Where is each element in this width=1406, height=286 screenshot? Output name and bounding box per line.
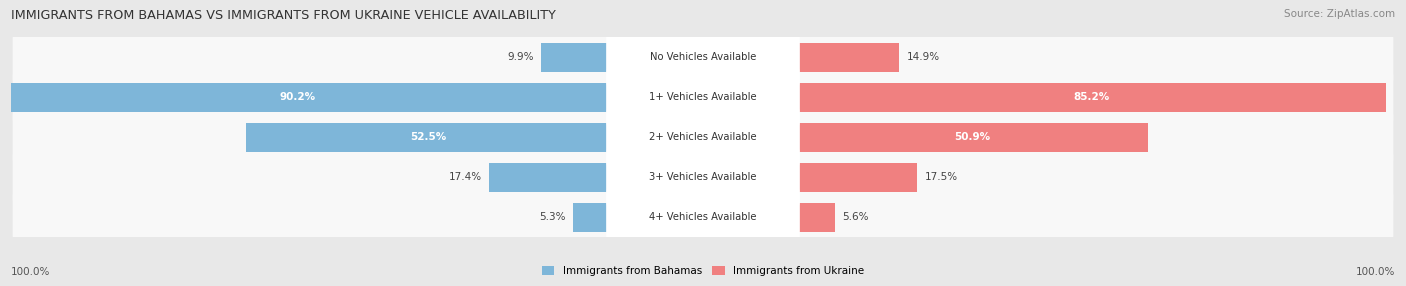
Text: 52.5%: 52.5% (411, 132, 446, 142)
Text: 50.9%: 50.9% (955, 132, 990, 142)
Text: 17.5%: 17.5% (924, 172, 957, 182)
FancyBboxPatch shape (606, 23, 800, 92)
Bar (796, 43, 900, 72)
Bar (574, 203, 610, 232)
Text: 1+ Vehicles Available: 1+ Vehicles Available (650, 92, 756, 102)
Text: 3+ Vehicles Available: 3+ Vehicles Available (650, 172, 756, 182)
Bar (796, 163, 918, 192)
Bar (489, 163, 610, 192)
Text: 4+ Vehicles Available: 4+ Vehicles Available (650, 212, 756, 222)
Bar (541, 43, 610, 72)
FancyBboxPatch shape (13, 68, 1393, 126)
Text: 17.4%: 17.4% (449, 172, 482, 182)
Text: 14.9%: 14.9% (907, 52, 939, 62)
Text: 100.0%: 100.0% (1355, 267, 1395, 277)
FancyBboxPatch shape (606, 143, 800, 212)
Text: 2+ Vehicles Available: 2+ Vehicles Available (650, 132, 756, 142)
FancyBboxPatch shape (13, 108, 1393, 166)
Text: 9.9%: 9.9% (508, 52, 534, 62)
FancyBboxPatch shape (13, 188, 1393, 246)
Text: 100.0%: 100.0% (11, 267, 51, 277)
FancyBboxPatch shape (13, 148, 1393, 206)
Text: 85.2%: 85.2% (1073, 92, 1109, 102)
Text: Source: ZipAtlas.com: Source: ZipAtlas.com (1284, 9, 1395, 19)
Text: 5.6%: 5.6% (842, 212, 869, 222)
Bar (246, 123, 610, 152)
FancyBboxPatch shape (606, 103, 800, 172)
Bar (796, 123, 1149, 152)
FancyBboxPatch shape (13, 28, 1393, 86)
Bar (796, 83, 1386, 112)
Text: No Vehicles Available: No Vehicles Available (650, 52, 756, 62)
Text: 90.2%: 90.2% (280, 92, 316, 102)
FancyBboxPatch shape (606, 63, 800, 132)
Bar (0, 83, 610, 112)
Text: IMMIGRANTS FROM BAHAMAS VS IMMIGRANTS FROM UKRAINE VEHICLE AVAILABILITY: IMMIGRANTS FROM BAHAMAS VS IMMIGRANTS FR… (11, 9, 557, 21)
Legend: Immigrants from Bahamas, Immigrants from Ukraine: Immigrants from Bahamas, Immigrants from… (541, 266, 865, 276)
Bar (796, 203, 835, 232)
FancyBboxPatch shape (606, 183, 800, 252)
Text: 5.3%: 5.3% (540, 212, 567, 222)
